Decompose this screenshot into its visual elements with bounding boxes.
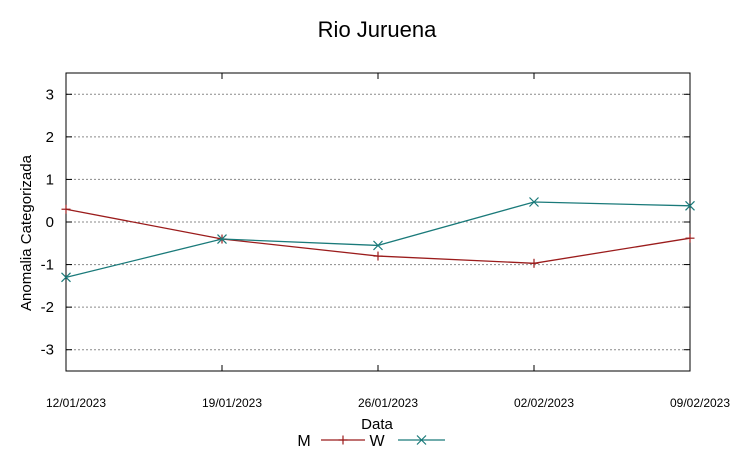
legend-label: W bbox=[369, 433, 385, 450]
data-point bbox=[529, 197, 539, 207]
data-point bbox=[61, 204, 71, 214]
grid-lines bbox=[66, 93, 690, 351]
y-tick-label: 2 bbox=[46, 129, 54, 146]
series-layer bbox=[61, 197, 695, 283]
data-point bbox=[529, 258, 539, 268]
x-tick-label: 02/02/2023 bbox=[514, 396, 574, 410]
x-axis-ticks: 12/01/2023 19/01/2023 26/01/2023 02/02/2023… bbox=[46, 73, 730, 410]
data-point bbox=[416, 435, 427, 445]
y-axis-ticks: 3 2 1 0 -1 -2 -3 bbox=[41, 86, 690, 359]
series-m bbox=[61, 204, 695, 268]
legend-label: M bbox=[297, 433, 310, 450]
data-point bbox=[685, 233, 695, 243]
x-axis-label: Data bbox=[361, 416, 393, 433]
data-point bbox=[217, 234, 227, 244]
y-tick-label: 0 bbox=[46, 214, 54, 231]
data-point bbox=[373, 240, 383, 251]
x-tick-label: 19/01/2023 bbox=[202, 396, 262, 410]
y-tick-label: 1 bbox=[46, 171, 54, 188]
data-point bbox=[61, 272, 71, 283]
legend-item-w: W bbox=[369, 433, 445, 450]
y-tick-label: -1 bbox=[41, 257, 54, 274]
x-tick-label: 12/01/2023 bbox=[46, 396, 106, 410]
series-line bbox=[65, 201, 691, 278]
chart-title: Rio Juruena bbox=[318, 17, 437, 42]
legend-item-m: M bbox=[297, 433, 365, 450]
y-tick-label: -3 bbox=[41, 342, 54, 359]
x-tick-label: 26/01/2023 bbox=[358, 396, 418, 410]
y-tick-label: 3 bbox=[46, 86, 54, 103]
y-axis-label: Anomalia Categorizada bbox=[18, 154, 35, 311]
data-point bbox=[685, 200, 695, 211]
series-w bbox=[61, 197, 695, 283]
y-tick-label: -2 bbox=[41, 299, 54, 316]
data-point bbox=[338, 435, 348, 445]
data-point bbox=[373, 251, 383, 261]
x-tick-label: 09/02/2023 bbox=[670, 396, 730, 410]
